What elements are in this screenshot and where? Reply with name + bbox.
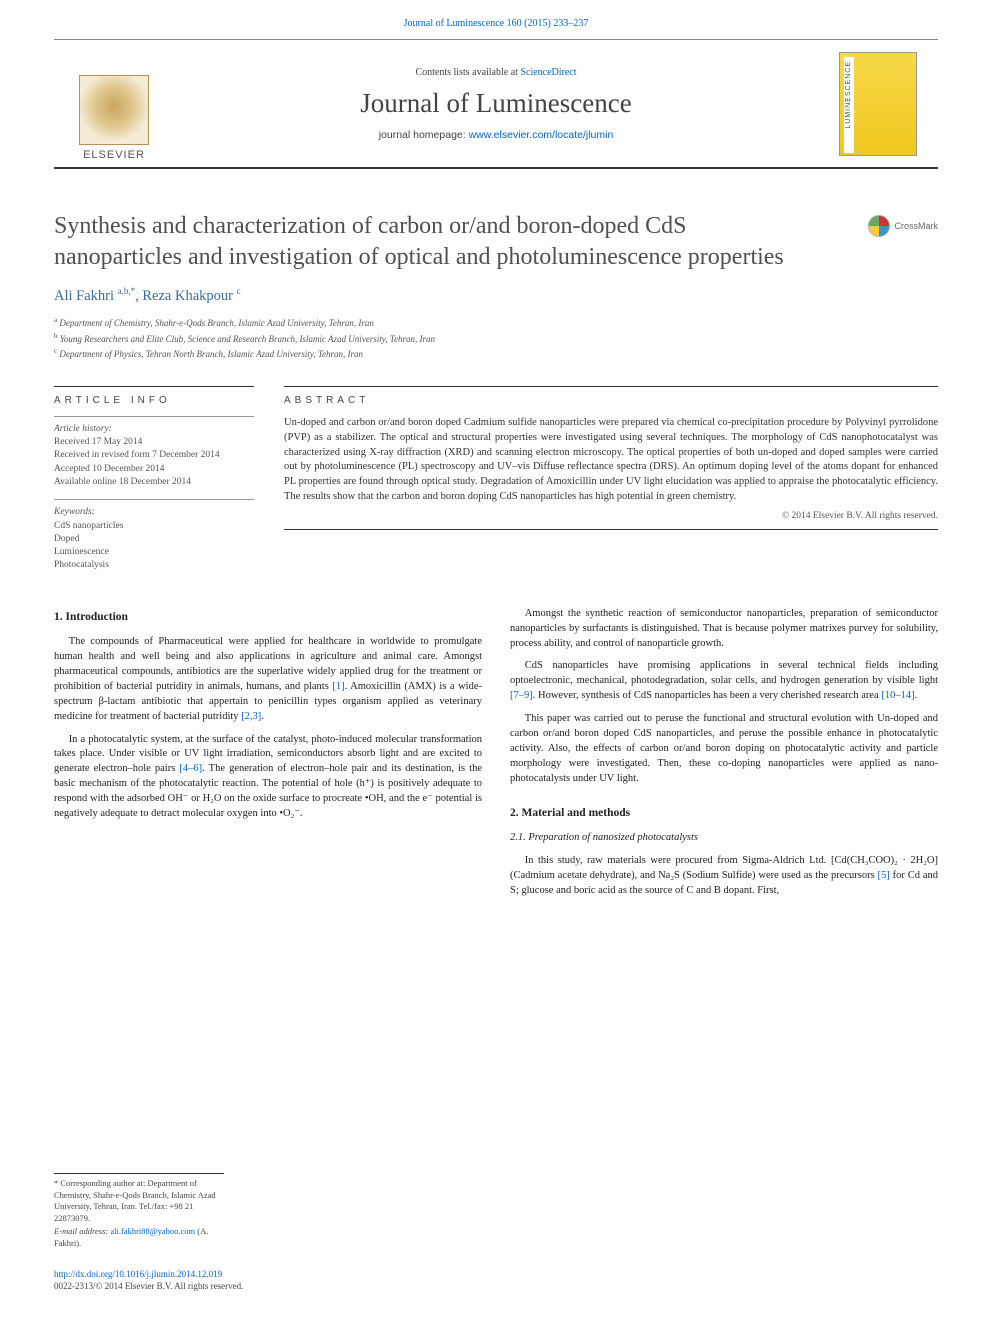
elsevier-logo: ELSEVIER [69,61,159,161]
journal-header: ELSEVIER Contents lists available at Sci… [54,39,938,169]
ref-5[interactable]: [5] [878,870,890,881]
s1-p2: In a photocatalytic system, at the surfa… [54,733,482,822]
email-label: E-mail address: [54,1226,110,1236]
ref-1[interactable]: [1] [332,681,344,692]
homepage-line: journal homepage: www.elsevier.com/locat… [174,129,818,141]
abstract-text: Un-doped and carbon or/and boron doped C… [284,416,938,505]
homepage-link[interactable]: www.elsevier.com/locate/jlumin [469,129,614,141]
keywords-label: Keywords: [54,506,254,519]
keyword: Doped [54,533,254,546]
body-text: 1. Introduction The compounds of Pharmac… [54,607,938,958]
publisher-name: ELSEVIER [83,149,145,161]
author-1[interactable]: Ali Fakhri [54,288,114,304]
email-link[interactable]: ali.fakhri88@yahoo.com [110,1226,195,1236]
issn-copyright: 0022-2313/© 2014 Elsevier B.V. All right… [54,1281,243,1291]
keywords-block: Keywords: CdS nanoparticlesDopedLuminesc… [54,499,254,572]
ref-4-6[interactable]: [4–6] [179,763,202,774]
affiliation: b Young Researchers and Elite Club, Scie… [54,331,938,347]
doi-link[interactable]: http://dx.doi.org/10.1016/j.jlumin.2014.… [54,1269,222,1279]
s1-p3: Amongst the synthetic reaction of semico… [510,607,938,652]
correspondence-footnote: * Corresponding author at: Department of… [54,1173,224,1249]
ref-7-9[interactable]: [7–9] [510,690,533,701]
author-2[interactable]: Reza Khakpour [142,288,233,304]
affiliation: a Department of Chemistry, Shahr-e-Qods … [54,315,938,331]
cover-area [818,40,938,167]
article-title: Synthesis and characterization of carbon… [54,211,794,272]
keywords-lines: CdS nanoparticlesDopedLuminescencePhotoc… [54,520,254,573]
section-2-title: 2. Material and methods [510,805,938,821]
keyword: Luminescence [54,546,254,559]
affiliations: a Department of Chemistry, Shahr-e-Qods … [54,315,938,362]
corr-author: * Corresponding author at: Department of… [54,1178,224,1224]
affiliation: c Department of Physics, Tehran North Br… [54,346,938,362]
crossmark-icon [868,215,890,237]
history-block: Article history: Received 17 May 2014Rec… [54,416,254,489]
article-info-col: ARTICLE INFO Article history: Received 1… [54,386,254,573]
crossmark-badge[interactable]: CrossMark [868,215,938,237]
citation-line: Journal of Luminescence 160 (2015) 233–2… [0,0,992,29]
history-line: Accepted 10 December 2014 [54,463,254,476]
keyword: Photocatalysis [54,559,254,572]
keyword: CdS nanoparticles [54,520,254,533]
s2-1-p1: In this study, raw materials were procur… [510,854,938,899]
journal-name: Journal of Luminescence [174,88,818,119]
history-line: Received 17 May 2014 [54,436,254,449]
ref-2-3[interactable]: [2,3] [241,711,261,722]
s1-p5: This paper was carried out to peruse the… [510,712,938,787]
ref-10-14[interactable]: [10–14] [881,690,914,701]
s1-p4: CdS nanoparticles have promising applica… [510,659,938,704]
abstract-rule [284,529,938,530]
header-center: Contents lists available at ScienceDirec… [174,40,818,167]
author-line: Ali Fakhri a,b,*, Reza Khakpour c [54,286,938,305]
publisher-logo-area: ELSEVIER [54,40,174,167]
article-info-label: ARTICLE INFO [54,386,254,406]
s1-p1: The compounds of Pharmaceutical were app… [54,635,482,724]
info-abstract-row: ARTICLE INFO Article history: Received 1… [54,386,938,573]
crossmark-label: CrossMark [894,221,938,231]
contents-prefix: Contents lists available at [415,67,520,78]
history-lines: Received 17 May 2014Received in revised … [54,436,254,489]
abstract-copyright: © 2014 Elsevier B.V. All rights reserved… [284,511,938,521]
abstract-col: ABSTRACT Un-doped and carbon or/and boro… [284,386,938,573]
title-block: Synthesis and characterization of carbon… [54,211,938,272]
history-label: Article history: [54,423,254,436]
section-1-title: 1. Introduction [54,609,482,625]
citation-link[interactable]: Journal of Luminescence 160 (2015) 233–2… [404,18,589,29]
email-row: E-mail address: ali.fakhri88@yahoo.com (… [54,1226,224,1249]
sciencedirect-link[interactable]: ScienceDirect [520,67,576,78]
page-footer: http://dx.doi.org/10.1016/j.jlumin.2014.… [54,1268,243,1293]
history-line: Received in revised form 7 December 2014 [54,449,254,462]
journal-cover-thumb [839,52,917,156]
history-line: Available online 18 December 2014 [54,476,254,489]
elsevier-tree-icon [79,75,149,145]
contents-line: Contents lists available at ScienceDirec… [174,67,818,78]
homepage-prefix: journal homepage: [379,129,469,141]
section-2-1-title: 2.1. Preparation of nanosized photocatal… [510,831,938,846]
abstract-label: ABSTRACT [284,386,938,406]
